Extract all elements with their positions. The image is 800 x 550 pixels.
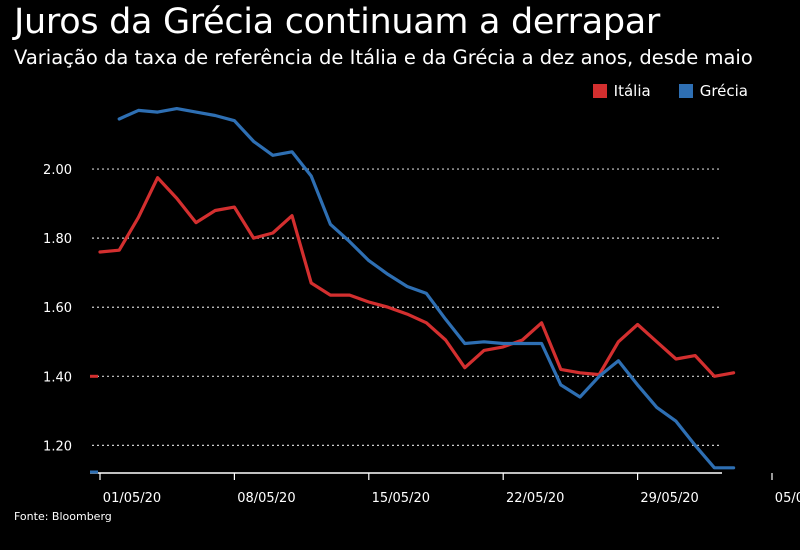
x-tick-label: 08/05/20 (237, 491, 295, 506)
chart-title: Juros da Grécia continuam a derrapar (14, 2, 661, 42)
y-tick-label: 1.40 (43, 370, 72, 385)
y-tick-label: 2.00 (43, 163, 72, 178)
series-line-italia (98, 176, 736, 378)
legend-label-italia: Itália (613, 82, 651, 100)
y-tick-label: 1.80 (43, 232, 72, 247)
x-tick-label: 15/05/20 (372, 491, 430, 506)
x-tick-label: 05/06/20 (775, 491, 800, 506)
x-tick-label: 22/05/20 (506, 491, 564, 506)
legend-item-grecia: Grécia (678, 82, 748, 100)
x-tick-label: 01/05/20 (103, 491, 161, 506)
source-note: Fonte: Bloomberg (14, 510, 112, 523)
x-tick-label: 29/05/20 (640, 491, 698, 506)
chart-subtitle: Variação da taxa de referência de Itália… (14, 46, 753, 69)
legend-item-italia: Itália (592, 82, 651, 100)
legend-swatch-italia (592, 84, 607, 98)
chart-legend: Itália Grécia (592, 82, 748, 100)
y-tick-label: 1.60 (43, 301, 72, 316)
legend-label-grecia: Grécia (699, 82, 748, 100)
y-tick-label: 1.20 (43, 439, 72, 454)
series-line-grecia (117, 106, 736, 470)
legend-swatch-grecia (678, 84, 693, 98)
